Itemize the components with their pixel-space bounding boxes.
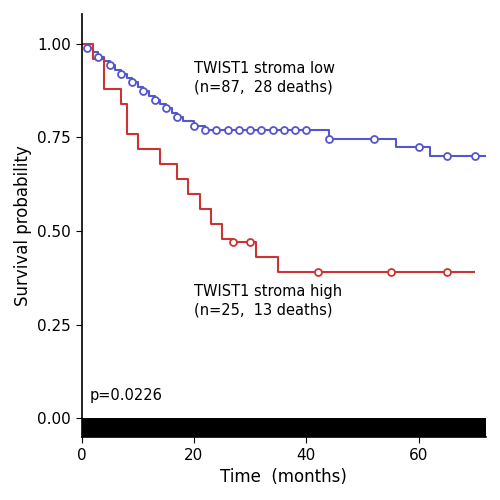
Text: (n=25,  13 deaths): (n=25, 13 deaths) [194,302,332,318]
Text: TWIST1 stroma high: TWIST1 stroma high [194,284,342,298]
Bar [82,418,486,437]
Y-axis label: Survival probability: Survival probability [14,145,32,306]
Text: (n=87,  28 deaths): (n=87, 28 deaths) [194,80,332,94]
Text: p=0.0226: p=0.0226 [90,388,163,404]
Text: TWIST1 stroma low: TWIST1 stroma low [194,60,335,76]
X-axis label: Time  (months): Time (months) [220,468,348,486]
